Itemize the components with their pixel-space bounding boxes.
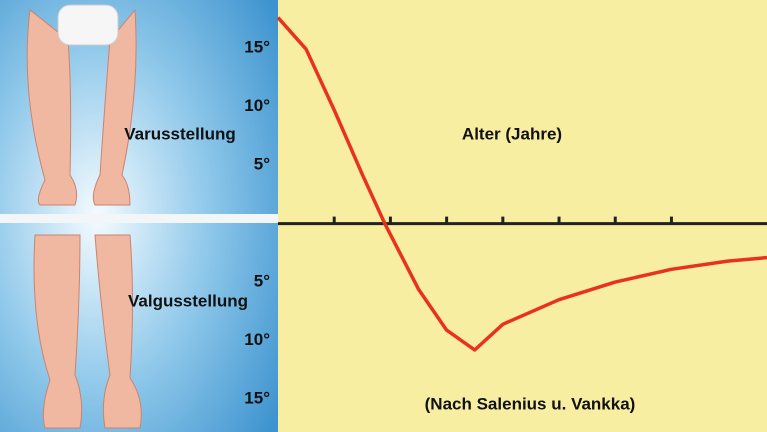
y-tick-label: 10° <box>244 96 270 115</box>
x-axis-label: Alter (Jahre) <box>462 124 562 143</box>
plot-area <box>278 0 767 432</box>
annotation: Valgusstellung <box>128 291 248 310</box>
annotation: Varusstellung <box>124 124 235 143</box>
y-tick-label: 15° <box>244 389 270 408</box>
chart: Varusstellung Valgusstellung Alter (Jahr… <box>0 0 767 432</box>
divider <box>0 214 278 223</box>
page: {"chart_data": {"type": "line", "x_label… <box>0 0 767 432</box>
y-tick-label: 15° <box>244 37 270 56</box>
y-tick-label: 5° <box>254 272 270 291</box>
y-tick-label: 10° <box>244 330 270 349</box>
y-tick-label: 5° <box>254 155 270 174</box>
source: (Nach Salenius u. Vankka) <box>425 394 636 413</box>
